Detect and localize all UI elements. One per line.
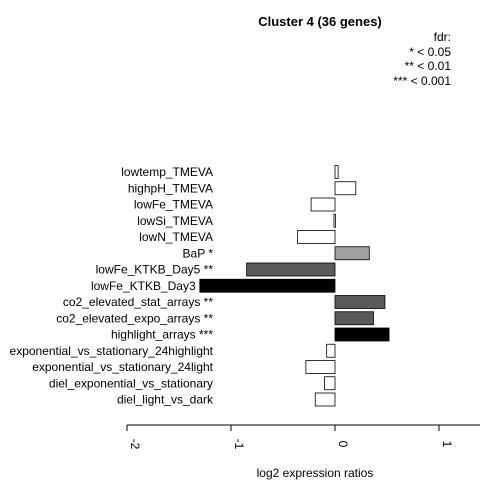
category-label: exponential_vs_stationary_24highlight [10, 344, 214, 358]
bar [334, 311, 374, 326]
category-label: lowFe_KTKB_Day5 ** [96, 263, 214, 277]
bar [334, 165, 339, 179]
fdr-legend-title: fdr: [433, 30, 451, 44]
category-label: diel_exponential_vs_stationary [49, 376, 213, 390]
category-label: lowFe_TMEVA [134, 198, 213, 212]
category-label: lowN_TMEVA [139, 230, 213, 244]
category-labels: lowtemp_TMEVA highpH_TMEVA lowFe_TMEVA lowS… [10, 165, 214, 407]
category-label: highpH_TMEVA [128, 181, 213, 195]
x-axis-label: log2 expression ratios [257, 466, 374, 480]
category-label: lowFe_KTKB_Day3 *** [91, 279, 213, 293]
category-label: diel_light_vs_dark [117, 393, 214, 407]
category-label: co2_elevated_expo_arrays ** [56, 311, 213, 325]
category-label: co2_elevated_stat_arrays ** [63, 295, 213, 309]
bar [297, 230, 336, 244]
bar [334, 295, 386, 309]
bar [310, 197, 336, 212]
category-label: highlight_arrays *** [111, 328, 213, 342]
bar [314, 392, 336, 407]
fdr-legend-entry: * < 0.05 [409, 44, 451, 59]
bar [199, 278, 336, 293]
bars-layer [199, 165, 390, 407]
x-tick-label: 1 [440, 441, 454, 448]
bar [334, 181, 357, 196]
category-label: lowSi_TMEVA [137, 214, 213, 228]
fdr-legend: fdr: * < 0.05 ** < 0.01 *** < 0.001 [393, 30, 451, 88]
x-tick-label: -1 [232, 439, 246, 450]
category-label: BaP * [183, 246, 214, 260]
category-label: lowtemp_TMEVA [121, 165, 213, 179]
bar [324, 376, 336, 391]
chart-title: Cluster 4 (36 genes) [258, 14, 382, 29]
bar [334, 246, 370, 261]
bar [334, 327, 390, 342]
bar [246, 262, 336, 277]
fdr-legend-entry: *** < 0.001 [393, 73, 451, 88]
x-tick-label: -2 [128, 439, 142, 450]
x-tick-label: 0 [336, 441, 350, 448]
bar [333, 213, 336, 228]
category-label: exponential_vs_stationary_24light [32, 360, 213, 374]
fdr-legend-entry: ** < 0.01 [404, 59, 451, 73]
x-axis: -2-1012 [126, 424, 480, 450]
bar [305, 360, 336, 374]
bar [326, 343, 336, 358]
